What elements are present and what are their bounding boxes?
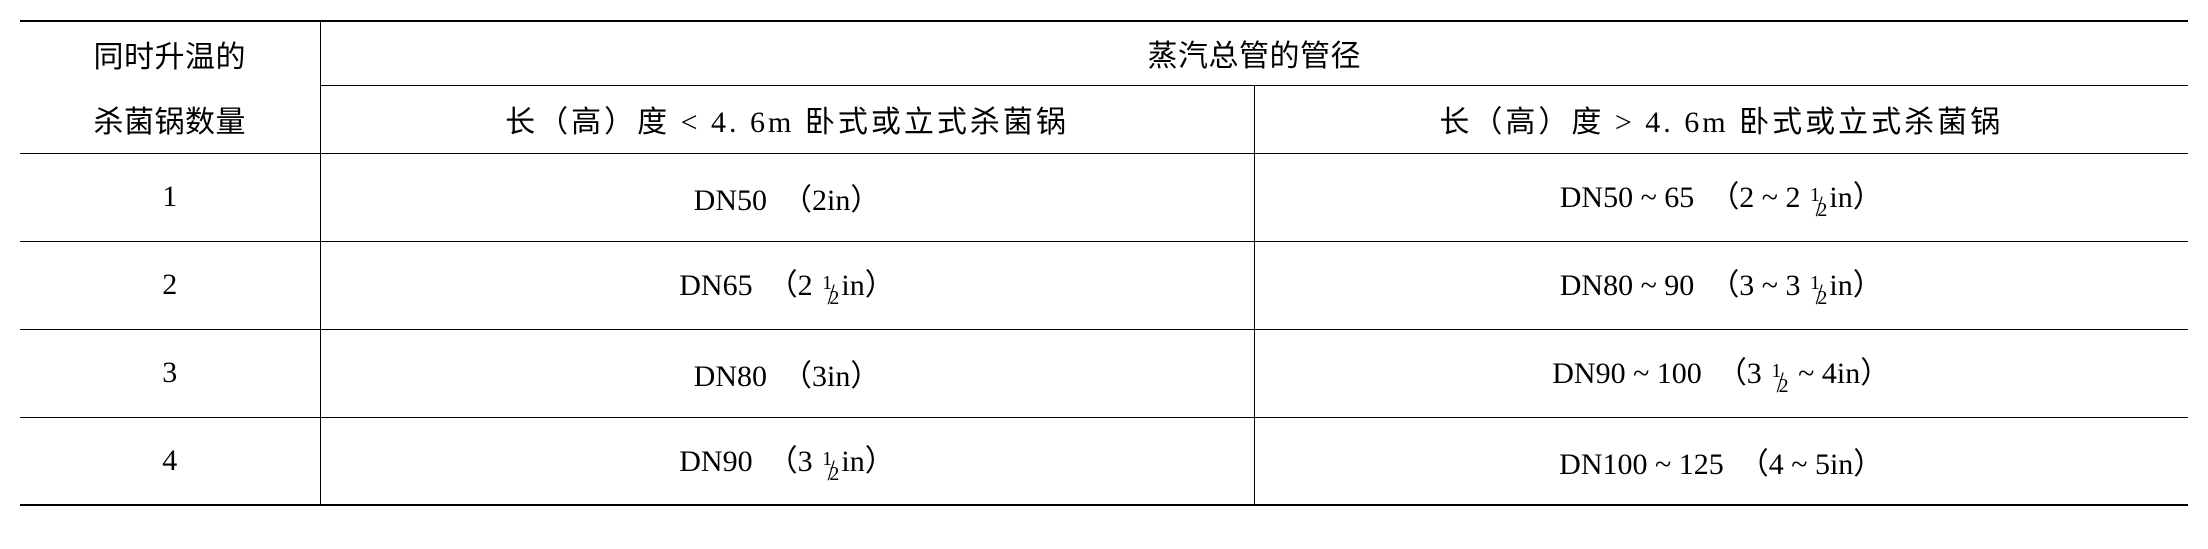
row-right: DN100 ~ 125 （4 ~ 5in）	[1254, 417, 2188, 505]
row-right: DN50 ~ 65 （2 ~ 2 1/2in）	[1254, 153, 2188, 241]
table-row: 3 DN80 （3in） DN90 ~ 100 （3 1/2 ~ 4in）	[20, 329, 2188, 417]
header-left-bottom: 杀菌锅数量	[20, 85, 320, 153]
dn-value: DN50 ~ 65 （2 ~ 2 1/2in）	[1560, 181, 1883, 214]
row-count: 2	[20, 241, 320, 329]
header-mid-text: 长（高）度 < 4. 6m 卧式或立式杀菌锅	[505, 106, 1069, 139]
header-left-line2: 杀菌锅数量	[94, 106, 247, 139]
table: 同时升温的 蒸汽总管的管径 杀菌锅数量 长（高）度 < 4. 6m 卧式或立式杀…	[20, 20, 2188, 506]
header-left-line1: 同时升温的	[94, 41, 247, 74]
header-span-title: 蒸汽总管的管径	[1148, 40, 1362, 73]
header-right: 长（高）度 > 4. 6m 卧式或立式杀菌锅	[1254, 85, 2188, 153]
header-left-top: 同时升温的	[20, 21, 320, 85]
row-count: 4	[20, 417, 320, 505]
row-count: 1	[20, 153, 320, 241]
row-count: 3	[20, 329, 320, 417]
table-header-row-1: 同时升温的 蒸汽总管的管径	[20, 21, 2188, 85]
row-mid: DN90 （3 1/2in）	[320, 417, 1254, 505]
dn-value: DN50 （2in）	[694, 184, 881, 217]
table-row: 2 DN65 （2 1/2in） DN80 ~ 90 （3 ~ 3 1/2in）	[20, 241, 2188, 329]
dn-value: DN90 ~ 100 （3 1/2 ~ 4in）	[1552, 357, 1890, 390]
header-right-text: 长（高）度 > 4. 6m 卧式或立式杀菌锅	[1439, 106, 2003, 139]
table-row: 1 DN50 （2in） DN50 ~ 65 （2 ~ 2 1/2in）	[20, 153, 2188, 241]
dn-value: DN80 （3in）	[694, 360, 881, 393]
header-span: 蒸汽总管的管径	[320, 21, 2188, 85]
row-mid: DN80 （3in）	[320, 329, 1254, 417]
row-mid: DN65 （2 1/2in）	[320, 241, 1254, 329]
dn-value: DN80 ~ 90 （3 ~ 3 1/2in）	[1560, 269, 1883, 302]
table-header-row-2: 杀菌锅数量 长（高）度 < 4. 6m 卧式或立式杀菌锅 长（高）度 > 4. …	[20, 85, 2188, 153]
pipe-diameter-table: 同时升温的 蒸汽总管的管径 杀菌锅数量 长（高）度 < 4. 6m 卧式或立式杀…	[20, 20, 2188, 506]
table-row: 4 DN90 （3 1/2in） DN100 ~ 125 （4 ~ 5in）	[20, 417, 2188, 505]
dn-value: DN65 （2 1/2in）	[679, 269, 895, 302]
row-right: DN90 ~ 100 （3 1/2 ~ 4in）	[1254, 329, 2188, 417]
dn-value: DN90 （3 1/2in）	[679, 445, 895, 478]
row-mid: DN50 （2in）	[320, 153, 1254, 241]
header-mid: 长（高）度 < 4. 6m 卧式或立式杀菌锅	[320, 85, 1254, 153]
dn-value: DN100 ~ 125 （4 ~ 5in）	[1559, 448, 1883, 481]
row-right: DN80 ~ 90 （3 ~ 3 1/2in）	[1254, 241, 2188, 329]
